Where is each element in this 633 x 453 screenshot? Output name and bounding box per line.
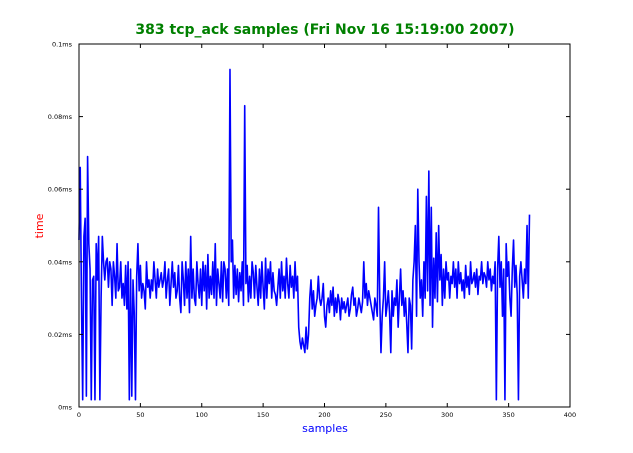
x-tick-label: 350 (502, 411, 514, 419)
y-tick-label: 0ms (58, 404, 72, 412)
x-tick-label: 250 (380, 411, 392, 419)
y-tick-label: 0.02ms (48, 331, 73, 339)
y-axis-ticks: 0ms 0.02ms 0.04ms 0.06ms 0.08ms 0.1ms (48, 41, 570, 412)
y-tick-label: 0.06ms (48, 186, 73, 194)
x-tick-label: 0 (77, 411, 81, 419)
series-line (78, 68, 531, 401)
y-tick-label: 0.04ms (48, 258, 73, 266)
y-tick-label: 0.1ms (52, 41, 73, 49)
x-tick-label: 200 (318, 411, 330, 419)
chart-title: 383 tcp_ack samples (Fri Nov 16 15:19:00… (135, 22, 514, 38)
x-tick-label: 150 (257, 411, 269, 419)
x-tick-label: 100 (196, 411, 208, 419)
x-tick-label: 300 (441, 411, 453, 419)
y-axis-label: time (33, 213, 46, 238)
y-tick-label: 0.08ms (48, 113, 73, 121)
x-axis-ticks: 0 50 100 150 200 250 300 350 400 (77, 44, 576, 419)
x-tick-label: 400 (564, 411, 576, 419)
plot-area (78, 43, 571, 408)
x-tick-label: 50 (136, 411, 144, 419)
x-axis-label: samples (302, 422, 348, 435)
